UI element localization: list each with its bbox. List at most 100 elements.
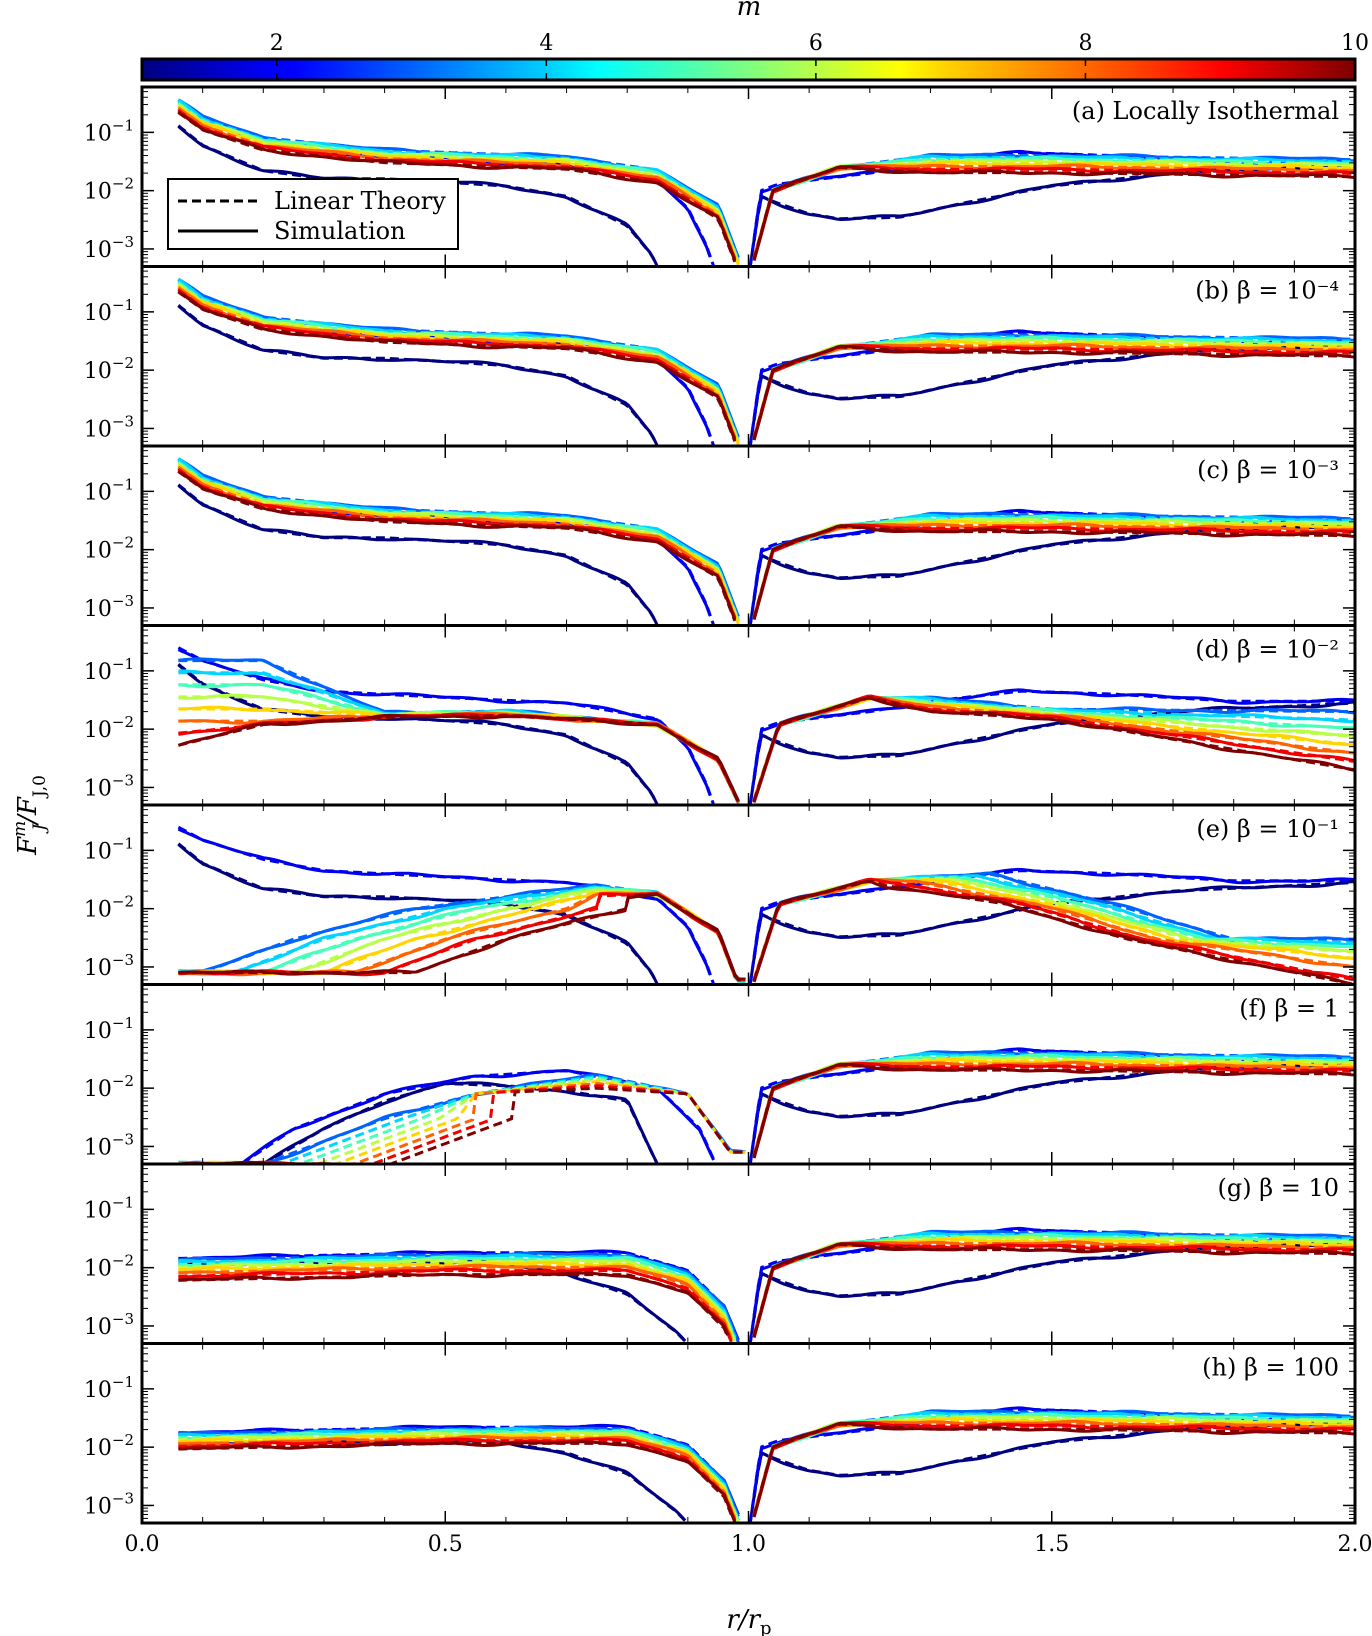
colorbar-ticks: 2 4 6 8 10 bbox=[270, 31, 1369, 80]
y-tick-label: 10−2 bbox=[84, 354, 134, 384]
series-m8-linear-theory bbox=[752, 165, 1355, 260]
series-m9-simulation bbox=[177, 469, 737, 619]
legend-entry: Linear Theory bbox=[274, 187, 446, 215]
series-m5-linear-theory bbox=[178, 683, 740, 803]
series-m8-simulation bbox=[752, 163, 1355, 259]
y-tick-label: 10−1 bbox=[84, 475, 134, 505]
series-m1-simulation bbox=[748, 520, 1355, 625]
series-m8-linear-theory bbox=[752, 1062, 1355, 1157]
panel-f: 10−1 10−2 10−3 (f) β = 1 bbox=[84, 983, 1357, 1166]
series-m10-linear-theory bbox=[177, 290, 737, 442]
series-m9-simulation bbox=[752, 1421, 1355, 1518]
series-m4-linear-theory bbox=[178, 671, 740, 803]
series-m7-linear-theory bbox=[177, 464, 740, 625]
series-m1-linear-theory bbox=[752, 342, 1355, 421]
series-m1-simulation bbox=[748, 161, 1355, 266]
x-tick-label: 1.5 bbox=[1034, 1532, 1069, 1557]
series-m10-linear-theory bbox=[752, 165, 1355, 260]
series-m1-linear-theory bbox=[752, 163, 1355, 242]
series-m10-simulation bbox=[752, 165, 1355, 261]
y-tick-label: 10−1 bbox=[84, 1014, 134, 1044]
series-m8-linear-theory bbox=[752, 344, 1355, 439]
series-m7-linear-theory bbox=[178, 1079, 746, 1164]
series-m7-linear-theory bbox=[752, 162, 1355, 260]
xlabel-main: r/r bbox=[726, 1605, 761, 1635]
series-m6-linear-theory bbox=[178, 1259, 737, 1343]
legend-box bbox=[167, 178, 459, 250]
y-tick-label: 10−2 bbox=[84, 1072, 134, 1102]
series-m10-linear-theory bbox=[178, 1086, 746, 1164]
y-tick-label: 10−3 bbox=[84, 233, 134, 263]
series-m8-linear-theory bbox=[752, 1421, 1355, 1516]
y-tick-label: 10−3 bbox=[84, 412, 134, 442]
series-m7-linear-theory bbox=[752, 1239, 1355, 1337]
series-m8-linear-theory bbox=[178, 1082, 746, 1164]
series-m2-linear-theory bbox=[748, 1048, 1355, 1164]
y-tick-label: 10−1 bbox=[84, 116, 134, 146]
y-tick-label: 10−2 bbox=[84, 893, 134, 923]
series-m2-linear-theory bbox=[748, 151, 1355, 267]
series-m1-simulation bbox=[178, 1439, 687, 1522]
panel-c: 10−1 10−2 10−3 (c) β = 10⁻³ bbox=[84, 444, 1357, 627]
series-m8-simulation bbox=[752, 522, 1355, 618]
panel-e-frame bbox=[140, 803, 1357, 986]
series-m3-linear-theory bbox=[178, 659, 740, 803]
series-m1-simulation bbox=[177, 843, 659, 985]
panels: 10−110−210−3(a) Locally Isothermal10−110… bbox=[84, 85, 1372, 1557]
series-m9-linear-theory bbox=[752, 1242, 1355, 1337]
series-m10-simulation bbox=[177, 713, 740, 802]
series-m7-linear-theory bbox=[752, 521, 1355, 619]
series-m5-linear-theory bbox=[178, 1076, 746, 1164]
series-m1-simulation bbox=[748, 1238, 1355, 1343]
y-axis-title: FmJ/FJ,0 bbox=[10, 775, 50, 856]
series-m9-simulation bbox=[177, 110, 737, 260]
y-tick-label: 10−2 bbox=[84, 534, 134, 564]
series-m9-linear-theory bbox=[177, 288, 737, 440]
series-m10-linear-theory bbox=[178, 892, 746, 982]
x-tick-label: 0.5 bbox=[428, 1532, 463, 1557]
colorbar-title: m bbox=[737, 0, 762, 22]
series-m2-linear-theory bbox=[748, 510, 1355, 626]
panel-g: 10−1 10−2 10−3 (g) β = 10 bbox=[84, 1162, 1357, 1345]
series-m10-linear-theory bbox=[752, 1063, 1355, 1157]
series-m8-linear-theory bbox=[752, 524, 1355, 619]
y-tick-label: 10−3 bbox=[84, 951, 134, 981]
y-tick-label: 10−3 bbox=[84, 592, 134, 622]
y-tick-label: 10−2 bbox=[84, 175, 134, 205]
series-m2-simulation bbox=[177, 468, 712, 617]
series-m9-linear-theory bbox=[178, 1269, 733, 1343]
series-m6-simulation bbox=[177, 283, 740, 443]
x-axis-title: r/rp bbox=[726, 1605, 771, 1636]
series-m1-linear-theory bbox=[752, 1060, 1355, 1139]
series-m1-simulation bbox=[748, 1059, 1355, 1164]
series-m10-linear-theory bbox=[752, 345, 1355, 439]
ylabel-main: F bbox=[13, 836, 43, 856]
series-m1-linear-theory bbox=[178, 1082, 659, 1164]
panel-h-curves bbox=[178, 1406, 1355, 1523]
colorbar-tick-label: 10 bbox=[1341, 31, 1369, 56]
series-m1-linear-theory bbox=[752, 1240, 1355, 1319]
series-m7-linear-theory bbox=[178, 1262, 733, 1336]
panel-b-curves bbox=[177, 277, 1355, 446]
series-m1-linear-theory bbox=[177, 663, 659, 805]
y-tick-label: 10−3 bbox=[84, 771, 134, 801]
series-m10-simulation bbox=[752, 524, 1355, 620]
series-m1-simulation bbox=[177, 304, 659, 446]
panel-e-label: (e) β = 10⁻¹ bbox=[1196, 815, 1339, 843]
series-m10-simulation bbox=[178, 1271, 730, 1336]
panel-c-label: (c) β = 10⁻³ bbox=[1197, 456, 1339, 484]
series-m9-linear-theory bbox=[178, 1439, 737, 1522]
series-m8-linear-theory bbox=[178, 1265, 733, 1339]
series-m1-linear-theory bbox=[752, 522, 1355, 601]
series-m8-simulation bbox=[752, 1060, 1355, 1156]
series-m1-linear-theory bbox=[177, 124, 659, 267]
panel-b: 10−1 10−2 10−3 (b) β = 10⁻⁴ bbox=[84, 265, 1357, 448]
y-tick-label: 10−3 bbox=[84, 1310, 134, 1340]
series-m9-linear-theory bbox=[178, 713, 740, 803]
series-m9-linear-theory bbox=[752, 524, 1355, 619]
series-m7-linear-theory bbox=[178, 1434, 737, 1517]
series-m10-linear-theory bbox=[178, 1273, 730, 1338]
panel-a-curves bbox=[177, 98, 1355, 267]
series-m1-linear-theory bbox=[177, 842, 659, 985]
series-m10-linear-theory bbox=[752, 524, 1355, 619]
